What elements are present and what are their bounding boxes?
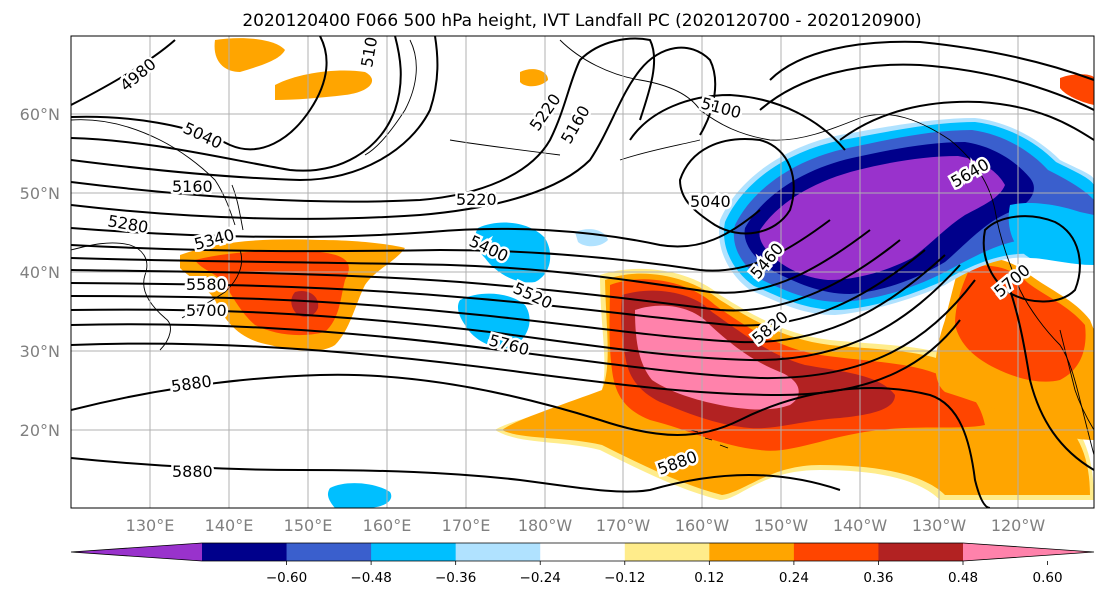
colorbar-segment xyxy=(371,543,457,561)
contour-5220 xyxy=(71,37,656,203)
lon-tick-130e: 130°E xyxy=(126,516,175,535)
contour-5640 xyxy=(71,254,946,344)
lon-tick-120w: 120°W xyxy=(991,516,1046,535)
colorbar-tick-label: 0.48 xyxy=(948,570,978,586)
contour-low-center xyxy=(678,138,795,235)
ivt-negative-south-blob xyxy=(327,483,392,508)
contour-5700 xyxy=(71,264,961,362)
colorbar-tick-label: −0.36 xyxy=(435,570,476,586)
colorbar-segment xyxy=(286,543,372,561)
coastline-north-america xyxy=(994,209,1094,456)
colorbar-tick-label: 0.60 xyxy=(1033,570,1063,586)
coastline-alaska xyxy=(559,39,996,211)
contour-ridge-n2 xyxy=(759,63,1094,111)
colorbar-tick-label: −0.60 xyxy=(266,570,307,586)
contour-label-5880-sw: 5880 xyxy=(172,462,213,481)
lon-tick-160e: 160°E xyxy=(363,516,412,535)
colorbar-tick-label: 0.36 xyxy=(863,570,893,586)
contour-ridge-n xyxy=(769,40,1094,81)
lon-tick-130w: 130°W xyxy=(912,516,967,535)
lon-tick-170e: 170°E xyxy=(442,516,491,535)
ivt-positive-northeast-blob xyxy=(1060,74,1094,105)
lat-tick-30: 30°N xyxy=(20,342,60,361)
colorbar-segment xyxy=(202,543,288,561)
lon-tick-140e: 140°E xyxy=(205,516,254,535)
ivt-positive-north-blob1 xyxy=(214,38,285,72)
ivt-negative-purple xyxy=(759,156,1005,280)
lat-tick-40: 40°N xyxy=(20,263,60,282)
colorbar-tick-label: −0.48 xyxy=(350,570,391,586)
colorbar-segment xyxy=(624,543,710,561)
colorbar-segment xyxy=(455,543,541,561)
colorbar-segment xyxy=(878,543,964,561)
colorbar-extend-low xyxy=(71,543,202,561)
contour-5820 xyxy=(71,319,961,397)
contour-5400 xyxy=(71,219,831,272)
contour-4980 xyxy=(71,39,176,106)
map-content: 4980 5100 5040 5160 5280 5340 5580 5700 … xyxy=(71,36,1094,508)
coastline-kamchatka xyxy=(364,39,417,156)
contour-label-5580: 5580 xyxy=(186,275,227,294)
ivt-positive-north-blob3 xyxy=(520,69,548,87)
lon-tick-180w: 180°W xyxy=(518,516,573,535)
contour-5880-b xyxy=(71,457,841,493)
colorbar-segment xyxy=(709,543,795,561)
lat-tick-50: 50°N xyxy=(20,184,60,203)
lon-tick-140w: 140°W xyxy=(833,516,888,535)
contour-east-5700 xyxy=(1009,289,1094,471)
contour-5760 xyxy=(71,279,976,380)
colorbar-tick-label: 0.12 xyxy=(694,570,724,586)
colorbar-outline xyxy=(70,542,1095,562)
contour-5100-w xyxy=(71,36,402,172)
contour-label-5160-w: 5160 xyxy=(172,177,213,196)
coastline-asia xyxy=(71,119,236,351)
map-border xyxy=(70,35,1095,509)
colorbar-tick-label: −0.24 xyxy=(520,570,561,586)
ivt-positive-japan-darkred xyxy=(291,290,319,317)
lat-tick-60: 60°N xyxy=(20,105,60,124)
contour-cutoff-e xyxy=(982,215,1081,303)
coastline-aleutians xyxy=(449,139,701,161)
colorbar: −0.60 −0.48 −0.36 −0.24 −0.12 0.12 0.24 0.36 0.4… xyxy=(70,542,1095,586)
map-title: 2020120400 F066 500 hPa height, IVT Land… xyxy=(242,11,921,31)
contour-5280 xyxy=(71,46,717,220)
contour-5460 xyxy=(71,229,871,294)
lon-tick-150e: 150°E xyxy=(284,516,333,535)
contour-5520 xyxy=(71,239,901,312)
lon-tick-150w: 150°W xyxy=(754,516,809,535)
contour-label-5220: 5220 xyxy=(456,190,497,209)
height-contours xyxy=(71,36,1094,508)
colorbar-tick-label: 0.24 xyxy=(779,570,809,586)
latitude-ticks: 20°N 30°N 40°N 50°N 60°N xyxy=(20,105,60,440)
lon-tick-160w: 160°W xyxy=(675,516,730,535)
lat-tick-20: 20°N xyxy=(20,421,60,440)
contour-label-5700-w: 5700 xyxy=(186,301,227,320)
ivt-negative-sw-blob xyxy=(1008,202,1094,265)
colorbar-extend-high xyxy=(963,543,1094,561)
contour-5340 xyxy=(71,209,761,248)
contour-5880-a xyxy=(71,373,991,508)
contour-ridge-n3 xyxy=(839,100,1094,141)
contour-5160-w xyxy=(71,36,439,182)
contour-5100-e xyxy=(629,93,846,151)
contour-5580 xyxy=(71,249,926,327)
colorbar-segment xyxy=(793,543,879,561)
longitude-ticks: 130°E 140°E 150°E 160°E 170°E 180°W 170°… xyxy=(126,516,1046,535)
contour-label-5040-e: 5040 xyxy=(690,192,731,211)
colorbar-tick-label: −0.12 xyxy=(604,570,645,586)
coastline-baja xyxy=(1059,329,1094,431)
colorbar-segment xyxy=(540,543,626,561)
contour-5040-w xyxy=(71,36,328,151)
lon-tick-170w: 170°W xyxy=(596,516,651,535)
